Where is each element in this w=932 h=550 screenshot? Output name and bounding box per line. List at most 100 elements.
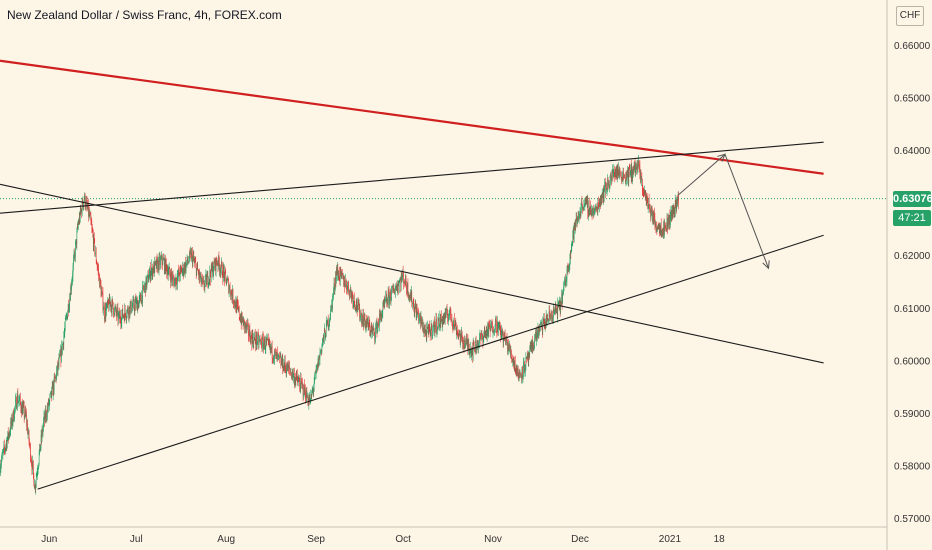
candle-body [536,332,538,338]
candle-body [504,334,506,340]
candle-body [9,432,10,436]
candle-body [297,380,299,383]
candle-body [544,325,545,328]
candle-body [180,267,182,269]
candle-body [665,225,666,228]
candle-body [474,348,475,352]
candle-body [47,407,48,417]
candle-body [608,183,609,185]
candle-body [607,177,608,190]
candle-body [171,272,172,277]
candle-body [309,397,310,400]
y-tick-label: 0.57000 [894,514,931,525]
candle-body [494,329,496,332]
candle-body [439,315,441,326]
candle-body [517,365,519,378]
candle-body [274,349,275,359]
candle-body [667,217,668,229]
candle-body [577,218,578,223]
candle-body [143,285,144,289]
candle-body [420,316,422,324]
candle-body [359,303,360,319]
candle-body [557,303,559,317]
candle-body [3,448,4,453]
candle-body [106,307,107,316]
candle-body [240,318,241,322]
candle-body [558,302,559,304]
candle-body [468,343,469,349]
candle-body [23,405,25,418]
candle-body [100,284,102,296]
candle-body [596,206,598,212]
candle-body [43,420,44,427]
candle-body [200,273,202,284]
candle-body [583,205,585,208]
candle-body [457,333,459,336]
candle-body [411,292,412,301]
candle-body [95,251,96,254]
candle-body [30,444,31,460]
candle-body [632,167,634,172]
x-tick-label: Aug [217,534,235,545]
candle-body [88,204,89,217]
last-price-label: 0.63076 [893,191,932,207]
drawings-layer [0,59,824,490]
candle-body [601,195,602,201]
candle-body [406,288,408,293]
candle-body [170,276,171,283]
candle-body [418,312,419,322]
currency-badge[interactable]: CHF [896,6,924,26]
candle-body [281,360,283,365]
candle-body [141,294,143,302]
candle-body [284,360,285,369]
candle-body [415,304,416,309]
candle-body [71,279,73,285]
candle-body [53,376,55,392]
candle-body [407,282,408,293]
candle-body [479,338,480,343]
candle-body [235,305,236,309]
candle-body [87,204,89,209]
candle-body [568,266,569,272]
candle-body [243,319,245,321]
candle-body [328,321,330,326]
candle-body [374,332,375,339]
candle-body [307,397,309,403]
candle-body [210,264,212,280]
candle-body [423,331,424,332]
candle-body [278,354,280,356]
candle-body [208,279,210,285]
candle-body [121,323,122,324]
candle-body [3,445,5,449]
candle-body [22,407,23,415]
candle-body [15,397,17,401]
candle-body [636,166,637,170]
candle-body [651,206,653,212]
candle-body [467,340,468,344]
candle-body [619,171,620,175]
candle-body [450,306,451,314]
candle-body [388,292,390,304]
candle-body [630,166,631,176]
candle-body [658,225,660,226]
candle-body [668,215,670,225]
candle-body [478,342,480,344]
candle-body [620,173,621,176]
candle-body [435,318,437,327]
candle-body [113,314,115,316]
candle-body [86,200,87,202]
candle-body [135,299,137,307]
chart-title: New Zealand Dollar / Swiss Franc, 4h, FO… [7,8,282,22]
candle-body [325,331,326,338]
candle-body [394,291,396,295]
candle-body [666,217,668,232]
candle-body [545,321,546,324]
candle-body [594,208,596,211]
candle-body [336,269,337,282]
candle-body [206,274,207,285]
candle-body [393,288,395,293]
candle-body [569,264,570,268]
candle-body [463,345,465,349]
